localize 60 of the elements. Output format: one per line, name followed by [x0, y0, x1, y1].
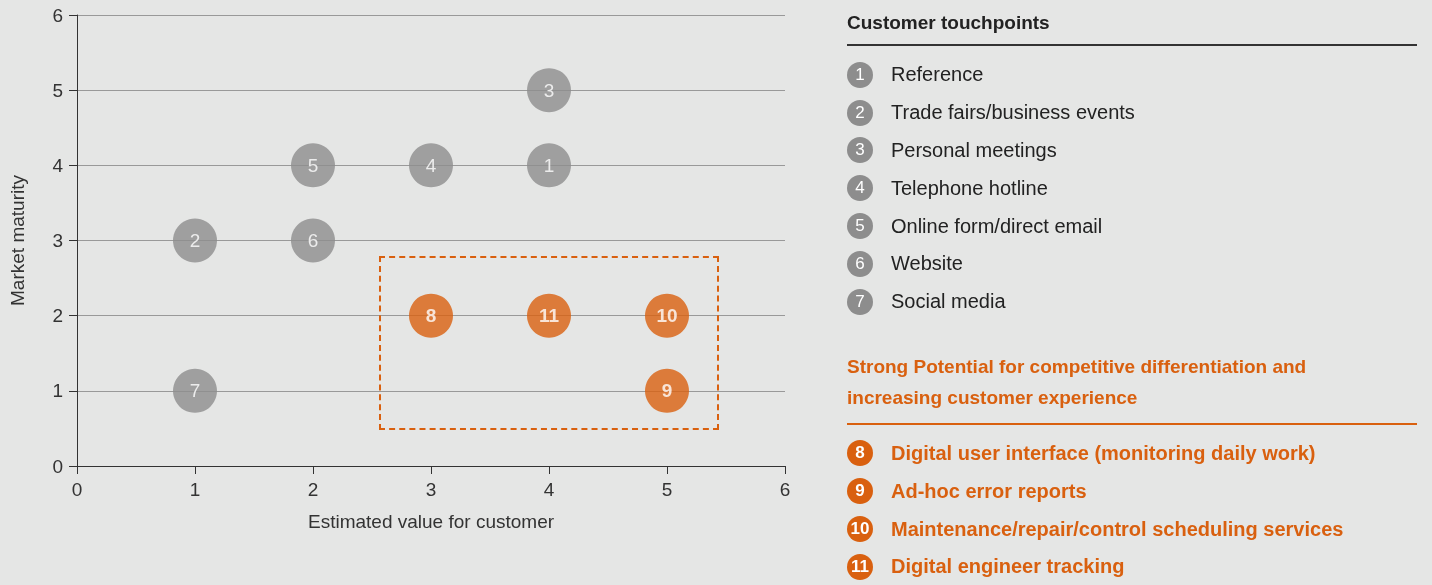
point	[527, 143, 571, 188]
y-tick-label: 5	[52, 79, 63, 101]
text: 7	[855, 291, 865, 311]
y-axis-title: Market maturity	[7, 174, 28, 306]
text: 8	[855, 443, 865, 463]
legend-label: Ad-hoc error reports	[891, 479, 1087, 503]
y-tick-label: 4	[52, 154, 64, 176]
x-tick-label: 4	[543, 479, 555, 500]
text: 9	[855, 481, 865, 501]
point	[173, 218, 217, 263]
text: 1	[855, 64, 865, 84]
y-tick-label: 2	[52, 305, 63, 327]
annotation: 1	[543, 154, 555, 176]
y-tick-label: 3	[52, 230, 63, 251]
point	[409, 293, 453, 338]
annotation: 2	[189, 230, 201, 251]
legend-label: Social media	[891, 290, 1006, 314]
x-tick-label: 0	[71, 479, 83, 500]
legend-label: Reference	[891, 63, 984, 87]
legend-label: Digital engineer tracking	[891, 555, 1125, 579]
annotation: 9	[661, 380, 673, 402]
point	[173, 368, 217, 413]
annotation: 10	[656, 305, 678, 327]
y-tick-label: 0	[52, 455, 63, 477]
point	[409, 143, 453, 188]
legend-label: Digital user interface (monitoring daily work)	[891, 441, 1316, 465]
point	[291, 143, 335, 188]
point	[291, 218, 335, 263]
legend-label: Website	[891, 252, 963, 276]
legend-label: Telephone hotline	[891, 176, 1048, 200]
x-tick-label: 1	[189, 479, 201, 500]
annotation: 8	[425, 305, 437, 327]
legend-label: Online form/direct email	[891, 214, 1103, 238]
x-tick-label: 5	[661, 479, 673, 500]
x-tick-label: 6	[779, 479, 791, 500]
text: 2	[855, 102, 865, 122]
text: 6	[855, 253, 865, 273]
legend-label: Personal meetings	[891, 138, 1057, 162]
annotation: 5	[307, 154, 319, 176]
annotation: 6	[307, 230, 319, 251]
x-tick-label: 3	[425, 479, 437, 500]
y-tick-label: 1	[52, 380, 63, 402]
x-axis-title: Estimated value for customer	[307, 511, 555, 532]
text: 5	[855, 216, 865, 236]
text: 3	[855, 140, 865, 160]
legend-label: Trade fairs/business events	[891, 101, 1135, 125]
annotation: 4	[425, 154, 437, 176]
annotation: 3	[543, 79, 555, 101]
text: 11	[851, 556, 869, 576]
point	[527, 68, 571, 113]
y-tick-label: 6	[52, 4, 63, 26]
legend-label: Maintenance/repair/control scheduling services	[891, 517, 1344, 541]
annotation: 11	[538, 305, 560, 327]
text: 4	[855, 178, 865, 198]
legend-title: Customer touchpoints	[847, 8, 1417, 46]
annotation: 7	[189, 380, 201, 402]
point	[645, 368, 689, 413]
x-tick-label: 2	[307, 479, 319, 500]
text: Strong Potential for competitive differentiation and increasing customer experience	[847, 346, 1417, 425]
text: 10	[850, 519, 870, 539]
